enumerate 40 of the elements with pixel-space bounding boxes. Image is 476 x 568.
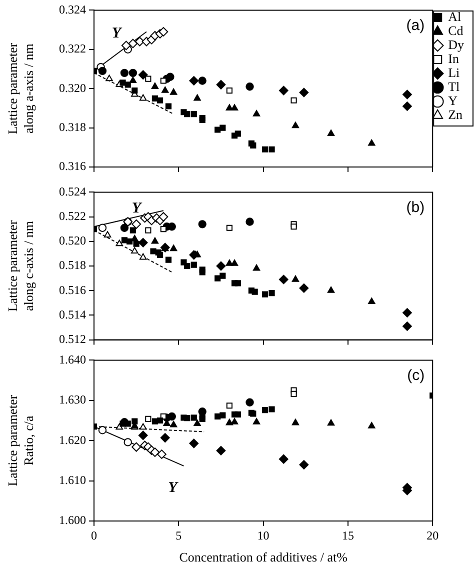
annotation: Y [132,200,143,217]
annotation: Y [112,26,123,42]
y-tick-label: 0.518 [59,258,86,272]
legend-label: Al [448,8,462,24]
x-tick-label: 0 [91,528,97,542]
legend-label: Cd [448,22,464,38]
y-tick-label: 0.516 [59,282,86,297]
legend-label: Y [448,92,458,108]
legend-label: Zn [448,106,464,122]
x-axis-title: Concentration of additives / at% [179,550,348,565]
y-axis-title: Lattice parameter along c-axis / nm [5,220,36,312]
annotation: (c) [407,366,425,384]
y-axis-title: Lattice parameter Ratio, c/a [5,394,36,486]
y-tick-label: 0.522 [59,208,86,223]
y-tick-label: 1.640 [59,352,86,366]
y-tick-label: 0.320 [59,80,86,95]
y-tick-label: 1.600 [59,513,86,528]
x-tick-label: 15 [342,528,354,542]
annotation: (a) [406,16,425,34]
annotation: (b) [406,198,425,216]
y-tick-label: 0.514 [59,307,86,322]
y-tick-label: 0.316 [59,159,86,174]
x-tick-label: 5 [176,528,182,542]
y-tick-label: 1.620 [59,432,86,447]
y-tick-label: 1.610 [59,472,86,487]
y-tick-label: 0.512 [59,332,86,346]
legend-label: Dy [448,36,464,52]
y-tick-label: 0.524 [59,184,86,198]
y-axis-title: Lattice parameter along a-axis / nm [5,42,36,134]
y-tick-label: 0.322 [59,42,86,56]
legend-label: In [448,50,460,66]
y-tick-label: 0.324 [59,2,86,16]
legend-label: Tl [448,78,460,94]
x-tick-label: 20 [426,528,439,542]
y-tick-label: 0.318 [59,120,86,134]
y-tick-label: 0.520 [59,234,86,248]
x-tick-label: 10 [257,528,270,542]
y-tick-label: 1.630 [59,392,86,407]
legend-label: Li [448,64,460,80]
annotation: Y [168,480,180,496]
